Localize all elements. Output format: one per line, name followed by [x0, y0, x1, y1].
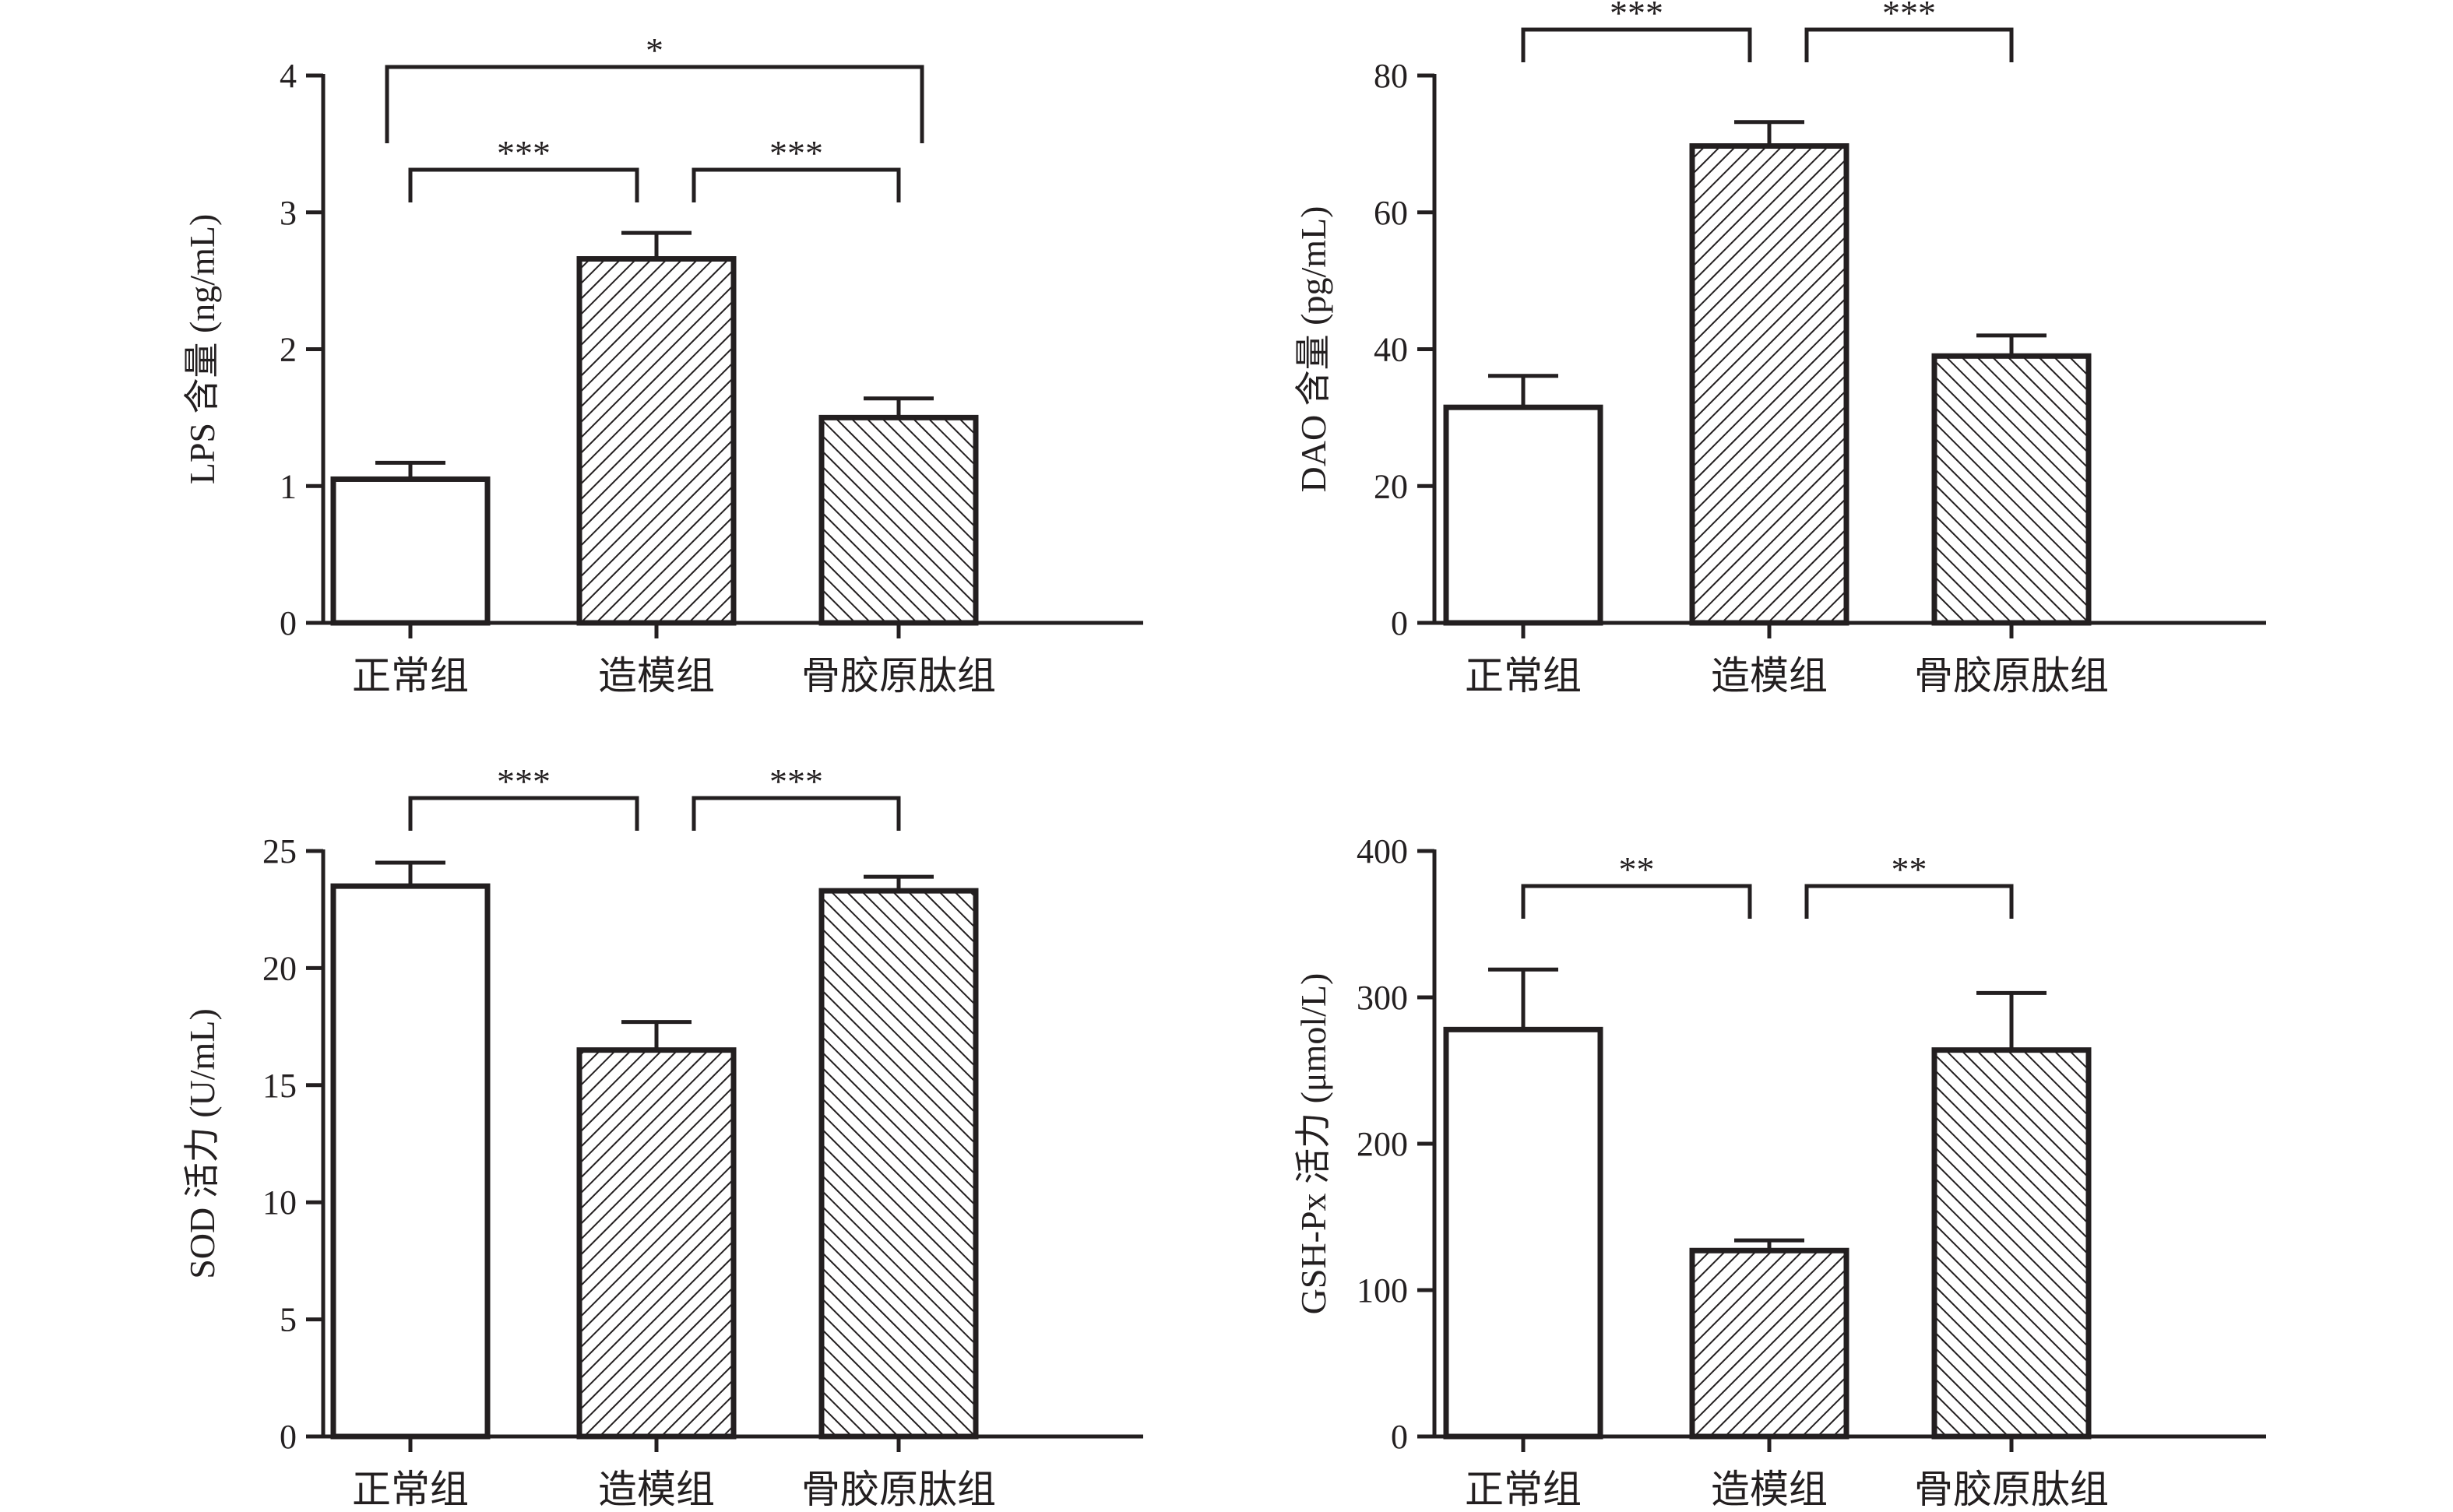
- x-category-label: 骨胶原肽组: [1914, 654, 2109, 698]
- bar: [818, 414, 979, 626]
- y-tick-label: 300: [1357, 979, 1408, 1017]
- y-axis-ticks: 0 20 40 60 80: [1374, 57, 1434, 642]
- y-tick-label: 200: [1357, 1125, 1408, 1163]
- y-axis-ticks: 0 1 2 3 4: [280, 57, 323, 642]
- axes: [1432, 74, 2266, 638]
- significance-bracket: [408, 167, 639, 202]
- significance-label: ***: [1610, 0, 1663, 33]
- significance-brackets: *** ***: [408, 761, 901, 831]
- category-labels: 正常组 造模组 骨胶原肽组: [1465, 1468, 2109, 1511]
- bar: [1931, 353, 2092, 626]
- bar: [1689, 143, 1849, 626]
- axes: [321, 849, 1143, 1452]
- y-axis-title: LPS 含量 (ng/mL): [182, 214, 222, 485]
- y-tick-label: 400: [1357, 832, 1408, 870]
- y-tick-label: 0: [280, 604, 297, 642]
- significance-brackets: *** ****: [385, 30, 924, 202]
- significance-label: ***: [497, 761, 551, 801]
- significance-label: *: [646, 30, 663, 70]
- significance-bracket: [692, 167, 901, 202]
- y-tick-label: 20: [262, 949, 297, 987]
- bar: [1689, 1247, 1849, 1440]
- panel-sod: SOD 活力 (U/mL) 0 5 10 15 20 25 *** *** 正常组 造模组 骨胶…: [182, 761, 1143, 1511]
- y-axis-title: GSH-Px 活力 (μmol/L): [1293, 973, 1333, 1315]
- significance-label: **: [1892, 849, 1927, 889]
- bars: [330, 230, 979, 626]
- significance-label: ***: [769, 133, 823, 173]
- x-category-label: 造模组: [1711, 1468, 1828, 1511]
- y-tick-label: 0: [1391, 604, 1408, 642]
- x-category-label: 正常组: [352, 1468, 469, 1511]
- bar: [1443, 1026, 1603, 1440]
- bars: [1443, 120, 2092, 626]
- bar: [576, 1047, 737, 1440]
- bars: [330, 860, 979, 1440]
- category-labels: 正常组 造模组 骨胶原肽组: [352, 1468, 996, 1511]
- x-category-label: 正常组: [352, 654, 469, 698]
- category-labels: 正常组 造模组 骨胶原肽组: [1465, 654, 2109, 698]
- y-tick-label: 60: [1374, 194, 1408, 232]
- y-axis-title: DAO 含量 (pg/mL): [1293, 206, 1333, 493]
- y-tick-label: 100: [1357, 1271, 1408, 1310]
- significance-bracket: [1521, 27, 1752, 62]
- y-tick-label: 80: [1374, 57, 1408, 95]
- y-tick-label: 3: [280, 194, 297, 232]
- significance-bracket: [1521, 884, 1752, 919]
- panel-dao: DAO 含量 (pg/mL) 0 20 40 60 80 *** *** 正常组 造模组 骨胶…: [1293, 0, 2266, 698]
- y-tick-label: 20: [1374, 467, 1408, 505]
- bar: [1443, 404, 1603, 626]
- bar: [1931, 1047, 2092, 1440]
- x-category-label: 正常组: [1465, 654, 1582, 698]
- significance-label: **: [1619, 849, 1655, 889]
- x-category-label: 骨胶原肽组: [801, 1468, 996, 1511]
- x-category-label: 正常组: [1465, 1468, 1582, 1511]
- x-category-label: 造模组: [598, 1468, 715, 1511]
- y-tick-label: 25: [262, 832, 297, 870]
- significance-label: ***: [769, 761, 823, 801]
- y-tick-label: 0: [280, 1418, 297, 1456]
- y-axis-title: SOD 活力 (U/mL): [182, 1008, 222, 1279]
- y-tick-label: 1: [280, 467, 297, 505]
- y-tick-label: 4: [280, 57, 297, 95]
- significance-brackets: *** ***: [1521, 0, 2014, 62]
- significance-bracket: [692, 796, 901, 831]
- category-labels: 正常组 造模组 骨胶原肽组: [352, 654, 996, 698]
- significance-brackets: ** **: [1521, 849, 2014, 919]
- y-axis-ticks: 0 5 10 15 20 25: [262, 832, 323, 1456]
- y-tick-label: 15: [262, 1067, 297, 1105]
- x-category-label: 骨胶原肽组: [801, 654, 996, 698]
- y-axis-ticks: 0 100 200 300 400: [1357, 832, 1434, 1456]
- bars: [1443, 967, 2092, 1440]
- bar: [330, 883, 491, 1440]
- x-category-label: 造模组: [598, 654, 715, 698]
- x-category-label: 骨胶原肽组: [1914, 1468, 2109, 1511]
- significance-label: ***: [1882, 0, 1936, 33]
- y-tick-label: 0: [1391, 1418, 1408, 1456]
- significance-bracket: [408, 796, 639, 831]
- significance-bracket: [1804, 27, 2014, 62]
- y-tick-label: 2: [280, 331, 297, 369]
- significance-bracket: [385, 65, 924, 143]
- axes: [321, 74, 1143, 638]
- significance-bracket: [1804, 884, 2014, 919]
- y-tick-label: 5: [280, 1301, 297, 1339]
- x-category-label: 造模组: [1711, 654, 1828, 698]
- y-tick-label: 10: [262, 1183, 297, 1222]
- significance-label: ***: [497, 133, 551, 173]
- bar: [330, 476, 491, 626]
- bar: [818, 888, 979, 1440]
- axes: [1432, 849, 2266, 1452]
- y-tick-label: 40: [1374, 331, 1408, 369]
- bar: [576, 256, 737, 626]
- panel-gsh-px: GSH-Px 活力 (μmol/L) 0 100 200 300 400 ** ** 正常…: [1293, 832, 2266, 1511]
